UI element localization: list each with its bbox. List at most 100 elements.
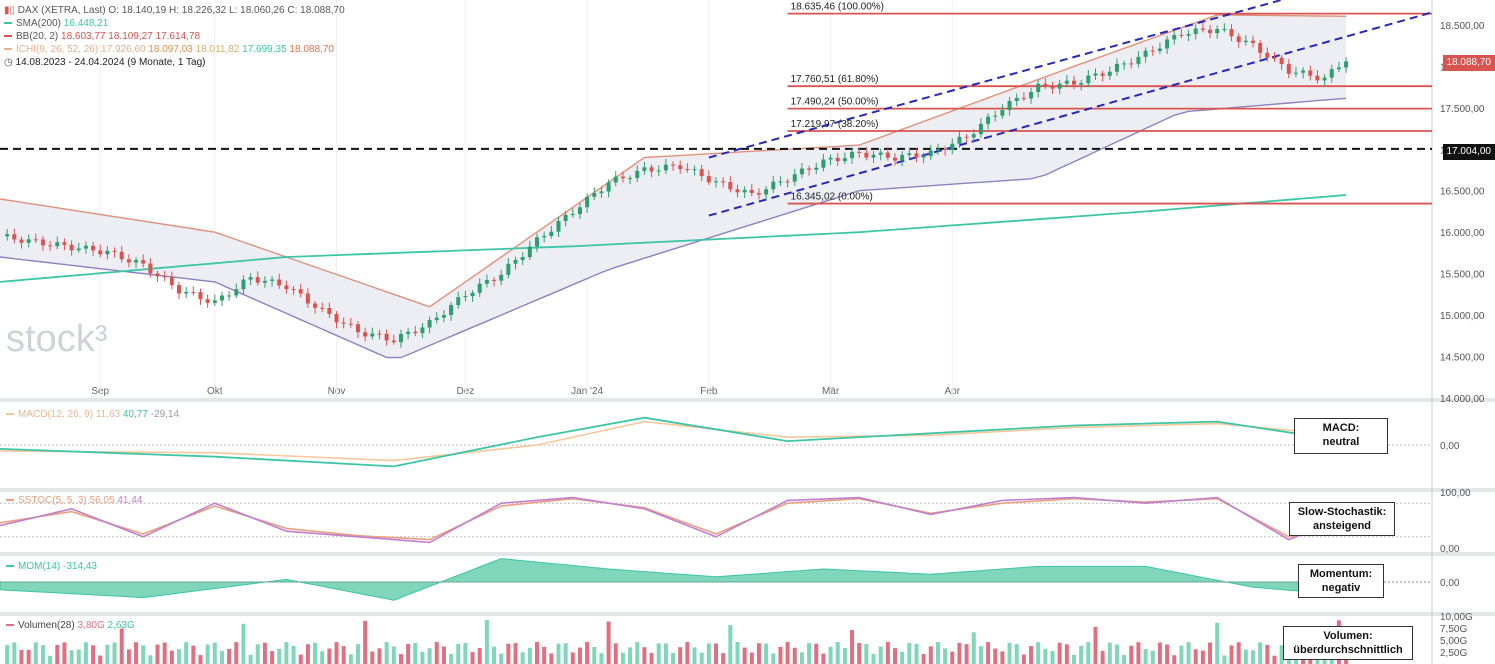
volume-bar	[119, 628, 124, 664]
candle-body	[126, 259, 131, 263]
volume-bar	[921, 654, 926, 664]
volume-bar	[692, 647, 697, 664]
volume-bar	[198, 655, 203, 664]
volume-bar	[55, 644, 60, 664]
volume-bar	[520, 652, 525, 664]
volume-bar	[1258, 642, 1263, 664]
candle-body	[864, 152, 869, 158]
volume-bar	[291, 645, 296, 664]
volume-bar	[270, 651, 275, 664]
volume-bar	[284, 642, 289, 664]
volume-bar	[799, 652, 804, 664]
volume-box-title: Volumen:	[1323, 630, 1373, 642]
candle-body	[348, 323, 353, 325]
candle-body	[1107, 71, 1112, 76]
candle-body	[1014, 97, 1019, 101]
candle-body	[993, 115, 998, 117]
volume-bar	[456, 643, 461, 664]
volume-bar	[685, 642, 690, 664]
candle-body	[492, 279, 497, 281]
volume-bar	[184, 642, 189, 664]
candle-body	[885, 152, 890, 158]
volume-bar	[649, 652, 654, 664]
volume-bar	[1243, 649, 1248, 664]
candle-body	[434, 317, 439, 321]
volume-bar	[370, 651, 375, 664]
candle-body	[1215, 29, 1220, 34]
volume-bar	[470, 651, 475, 664]
candle-body	[971, 134, 976, 138]
candle-body	[814, 167, 819, 170]
ichi-value-4: 18.088,70	[289, 44, 334, 55]
volume-bar	[957, 642, 962, 664]
candle-body	[577, 207, 582, 215]
candle-body	[542, 235, 547, 238]
sma-label: SMA(200)	[16, 18, 62, 29]
sma-swatch	[4, 22, 12, 25]
candle-body	[305, 293, 310, 304]
volume-bar	[62, 642, 67, 664]
volume-bar	[1086, 642, 1091, 664]
candle-body	[585, 196, 590, 208]
candle-body	[527, 246, 532, 258]
symbol-line: DAX (XETRA, Last) O: 18.140,19 H: 18.226…	[17, 5, 345, 16]
candle-body	[334, 313, 339, 323]
candle-body	[928, 150, 933, 157]
candle-body	[749, 189, 754, 194]
candle-body	[112, 250, 117, 252]
volume-bar	[12, 642, 17, 664]
candle-body	[950, 143, 955, 150]
candle-body	[1057, 83, 1062, 89]
volume-bar	[785, 642, 790, 664]
candle-body	[413, 331, 418, 334]
candle-body	[692, 169, 697, 171]
candle-body	[1279, 57, 1284, 65]
volume-bar	[1021, 654, 1026, 664]
bollinger-upper-line	[0, 14, 1347, 308]
volume-bar	[549, 653, 554, 664]
candle-body	[728, 181, 733, 190]
bollinger-lower-line	[0, 97, 1347, 359]
volume-bar	[234, 642, 239, 664]
candle-body	[241, 279, 246, 290]
candle-body	[620, 176, 625, 179]
volume-bar	[162, 642, 167, 664]
volume-bar	[971, 632, 976, 664]
volume-bar	[177, 649, 181, 664]
candle-body	[134, 260, 139, 263]
volume-bar	[1122, 654, 1127, 664]
candle-body	[685, 169, 690, 171]
volume-label: Volumen(28)	[18, 620, 75, 631]
volume-bar	[821, 653, 826, 664]
volume-bar	[756, 643, 761, 664]
volume-bar	[40, 645, 45, 664]
candle-body	[1272, 57, 1277, 59]
y-tick-label: 14.500,00	[1440, 353, 1485, 364]
volume-bar	[26, 649, 31, 664]
volume-bar	[413, 642, 418, 664]
volume-bar	[1100, 650, 1105, 664]
volume-bar	[706, 643, 711, 664]
candle-body	[1329, 69, 1334, 78]
candle-body	[678, 165, 683, 170]
candle-body	[821, 159, 826, 168]
volume-bar	[864, 643, 869, 664]
volume-bar	[356, 644, 360, 664]
volume-bar	[1129, 645, 1134, 664]
volume-bar	[935, 642, 940, 664]
candle-body	[1251, 40, 1255, 43]
fib-level-label: 17.219,97 (38.20%)	[791, 119, 879, 130]
volume-tick-label: 2,50G	[1440, 648, 1467, 659]
mom-box-title: Momentum:	[1309, 568, 1373, 580]
volume-bar	[506, 643, 511, 664]
volume-bar	[735, 642, 740, 664]
volume-bar	[577, 647, 582, 664]
volume-bar	[850, 630, 855, 664]
volume-bar	[1208, 642, 1213, 664]
y-tick-label: 14.000,00	[1440, 394, 1485, 405]
volume-bar	[341, 646, 346, 664]
volume-bar	[871, 653, 876, 664]
volume-bar	[606, 621, 611, 664]
candle-body	[499, 274, 504, 281]
candle-body	[1136, 56, 1141, 64]
